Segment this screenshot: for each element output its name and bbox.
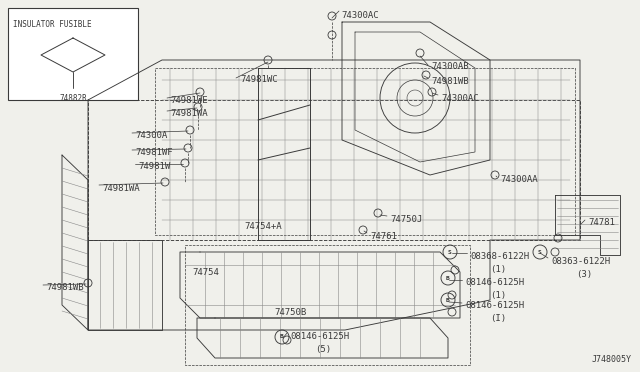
Text: 08146-6125H: 08146-6125H <box>290 332 349 341</box>
Text: 74300AC: 74300AC <box>341 11 379 20</box>
Text: 74981WA: 74981WA <box>102 184 140 193</box>
Text: (5): (5) <box>315 345 331 354</box>
Text: 74750J: 74750J <box>390 215 422 224</box>
Text: B: B <box>280 334 284 340</box>
Bar <box>8 8 138 100</box>
Text: 74300AA: 74300AA <box>500 175 538 184</box>
Text: 74981W: 74981W <box>138 162 170 171</box>
Text: 74981WF: 74981WF <box>135 148 173 157</box>
Text: 74781: 74781 <box>588 218 615 227</box>
Text: 74882R: 74882R <box>59 94 87 103</box>
Text: 74981WA: 74981WA <box>170 109 207 118</box>
Text: 74750B: 74750B <box>274 308 307 317</box>
Text: B: B <box>446 276 450 280</box>
Text: 74300A: 74300A <box>135 131 167 140</box>
Text: 74300AC: 74300AC <box>441 94 479 103</box>
Text: S: S <box>448 250 452 254</box>
Text: (3): (3) <box>576 270 592 279</box>
Text: 74981WB: 74981WB <box>431 77 468 86</box>
Text: 08368-6122H: 08368-6122H <box>470 252 529 261</box>
Text: (1): (1) <box>490 291 506 300</box>
Text: 74754: 74754 <box>192 268 219 277</box>
Text: S: S <box>538 250 542 254</box>
Text: 74981WE: 74981WE <box>170 96 207 105</box>
Text: 74300AB: 74300AB <box>431 62 468 71</box>
Text: INSULATOR FUSIBLE: INSULATOR FUSIBLE <box>13 20 92 29</box>
Text: 08146-6125H: 08146-6125H <box>465 301 524 310</box>
Text: B: B <box>446 298 450 302</box>
Text: 74981WC: 74981WC <box>240 75 278 84</box>
Text: 74981WB: 74981WB <box>46 283 84 292</box>
Text: 74754+A: 74754+A <box>244 222 282 231</box>
Text: (I): (I) <box>490 314 506 323</box>
Text: J748005Y: J748005Y <box>592 355 632 364</box>
Text: 08146-6125H: 08146-6125H <box>465 278 524 287</box>
Text: 74761: 74761 <box>370 232 397 241</box>
Text: 08363-6122H: 08363-6122H <box>551 257 610 266</box>
Text: (1): (1) <box>490 265 506 274</box>
